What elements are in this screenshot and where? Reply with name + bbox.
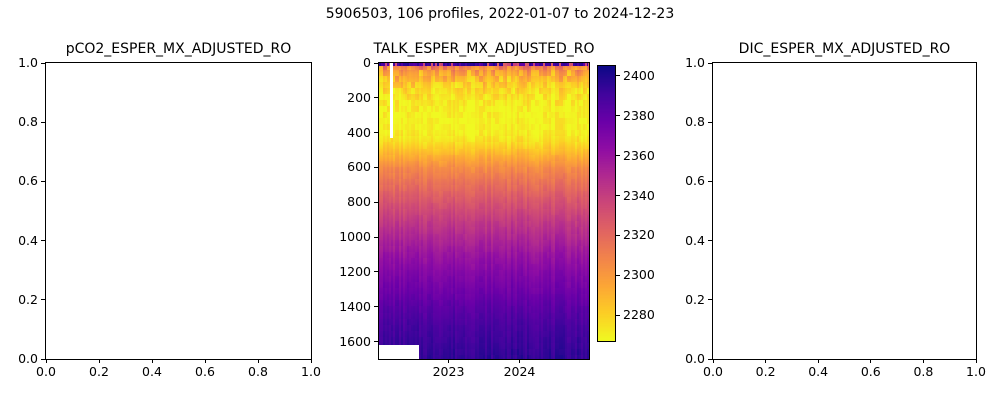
y-tick-label: 400 xyxy=(347,124,371,140)
x-tick-mark xyxy=(98,359,100,363)
colorbar-tick-label: 2300 xyxy=(623,267,655,283)
x-tick-label: 0.4 xyxy=(808,364,829,379)
colorbar-tick-mark xyxy=(616,314,620,316)
y-tick-label: 1000 xyxy=(339,229,371,245)
colorbar-tick-label: 2360 xyxy=(623,147,655,163)
x-tick-label: 0.4 xyxy=(142,364,162,379)
y-tick-label: 0.8 xyxy=(685,114,705,130)
figure-suptitle: 5906503, 106 profiles, 2022-01-07 to 202… xyxy=(325,6,675,22)
colorbar-tick-mark xyxy=(616,155,620,157)
y-tick-mark xyxy=(374,306,379,308)
y-tick-label: 600 xyxy=(347,159,371,175)
x-tick-mark xyxy=(45,359,47,363)
x-tick-label: 0.6 xyxy=(195,364,215,379)
y-tick-label: 0.6 xyxy=(685,173,705,189)
colorbar-tick-label: 2320 xyxy=(623,227,655,243)
y-tick-label: 0.4 xyxy=(18,232,38,248)
colorbar-tick-label: 2280 xyxy=(623,307,655,323)
dic-axes-title: DIC_ESPER_MX_ADJUSTED_RO xyxy=(738,41,951,57)
x-tick-mark xyxy=(975,359,977,363)
x-tick-mark xyxy=(448,359,450,363)
y-tick-mark xyxy=(374,62,379,64)
y-tick-mark xyxy=(708,180,713,182)
y-tick-mark xyxy=(41,240,46,242)
colorbar-tick-label: 2400 xyxy=(623,67,655,83)
talk-heatmap xyxy=(379,63,589,359)
x-tick-label: 0.2 xyxy=(89,364,109,379)
x-tick-mark xyxy=(870,359,872,363)
x-tick-label: 0.6 xyxy=(860,364,881,379)
talk-axes: TALK_ESPER_MX_ADJUSTED_RO 2023 2024 0 200 40… xyxy=(339,41,594,378)
x-tick-label: 1.0 xyxy=(301,364,321,379)
colorbar-tick-mark xyxy=(616,75,620,77)
colorbar-tick-mark xyxy=(616,195,620,197)
y-tick-mark xyxy=(41,299,46,301)
y-tick-mark xyxy=(708,62,713,64)
y-tick-label: 1.0 xyxy=(685,55,705,70)
colorbar-gradient xyxy=(597,65,616,342)
y-tick-label: 0.6 xyxy=(18,173,38,189)
dic-axes: DIC_ESPER_MX_ADJUSTED_RO 0.0 0.2 0.4 0.6 0.8… xyxy=(685,41,986,378)
y-tick-mark xyxy=(708,121,713,123)
x-tick-mark xyxy=(922,359,924,363)
colorbar-tick-label: 2340 xyxy=(623,187,655,203)
y-tick-label: 1400 xyxy=(339,298,371,314)
y-tick-mark xyxy=(41,180,46,182)
y-tick-mark xyxy=(708,358,713,360)
x-tick-mark xyxy=(712,359,714,363)
y-tick-mark xyxy=(708,240,713,242)
y-tick-label: 800 xyxy=(347,194,371,210)
x-tick-label: 2023 xyxy=(432,364,465,379)
y-tick-label: 1.0 xyxy=(18,55,38,70)
y-tick-label: 0.2 xyxy=(18,291,38,307)
x-tick-label: 0.8 xyxy=(248,364,268,379)
y-tick-mark xyxy=(374,201,379,203)
pco2-axes-title: pCO2_ESPER_MX_ADJUSTED_RO xyxy=(65,41,292,57)
x-tick-mark xyxy=(518,359,520,363)
y-tick-mark xyxy=(374,236,379,238)
x-tick-mark xyxy=(310,359,312,363)
colorbar-tick-label: 2380 xyxy=(623,107,655,123)
x-tick-mark xyxy=(151,359,153,363)
y-tick-label: 0.8 xyxy=(18,114,38,130)
y-tick-mark xyxy=(374,341,379,343)
y-tick-label: 0.0 xyxy=(685,351,705,366)
talk-axes-title: TALK_ESPER_MX_ADJUSTED_RO xyxy=(373,41,595,57)
y-tick-label: 0.0 xyxy=(18,351,38,366)
y-tick-mark xyxy=(41,358,46,360)
y-tick-mark xyxy=(374,166,379,168)
y-tick-mark xyxy=(374,271,379,273)
y-tick-mark xyxy=(374,132,379,134)
x-tick-label: 2024 xyxy=(503,364,536,379)
x-tick-mark xyxy=(765,359,767,363)
colorbar: 2280 2300 2320 2340 2360 2380 2400 xyxy=(597,65,655,342)
y-tick-label: 0 xyxy=(363,55,371,70)
y-tick-mark xyxy=(374,97,379,99)
y-tick-mark xyxy=(708,299,713,301)
y-tick-mark xyxy=(41,121,46,123)
y-tick-label: 0.2 xyxy=(685,291,705,307)
y-tick-label: 200 xyxy=(347,89,371,105)
x-tick-mark xyxy=(204,359,206,363)
colorbar-tick-mark xyxy=(616,234,620,236)
colorbar-tick-mark xyxy=(616,115,620,117)
x-tick-label: 0.2 xyxy=(755,364,776,379)
y-tick-label: 0.4 xyxy=(685,232,705,248)
x-tick-label: 1.0 xyxy=(966,364,986,379)
x-tick-label: 0.8 xyxy=(913,364,934,379)
y-tick-label: 1200 xyxy=(339,263,371,279)
pco2-axes: pCO2_ESPER_MX_ADJUSTED_RO 0.0 0.2 0.4 0.6 0.… xyxy=(18,41,321,378)
x-tick-mark xyxy=(257,359,259,363)
x-tick-label: 0.0 xyxy=(703,364,723,379)
y-tick-label: 1600 xyxy=(339,333,371,349)
y-tick-mark xyxy=(41,62,46,64)
colorbar-tick-mark xyxy=(616,274,620,276)
x-tick-label: 0.0 xyxy=(36,364,56,379)
x-tick-mark xyxy=(817,359,819,363)
